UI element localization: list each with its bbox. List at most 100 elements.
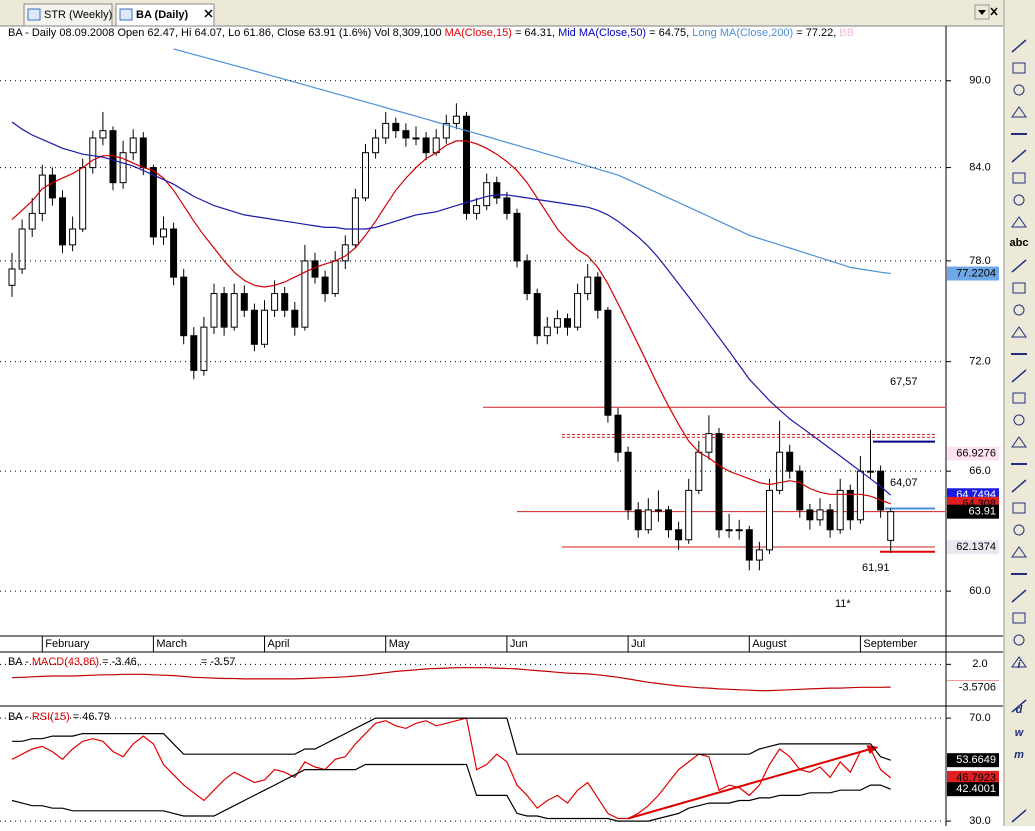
- candle-body: [463, 115, 470, 214]
- annotation: 11*: [835, 598, 851, 610]
- tool-icon[interactable]: [1011, 106, 1027, 118]
- candle-body: [513, 212, 521, 262]
- series-line: [11, 763, 891, 822]
- candle-body: [170, 228, 178, 278]
- toolbar-label[interactable]: abc: [1010, 237, 1029, 249]
- series-line: [11, 717, 892, 820]
- tool-icon[interactable]: [1011, 656, 1027, 668]
- toolbar-label[interactable]: w: [1015, 727, 1025, 739]
- y-tick-label: 90.0: [969, 75, 990, 87]
- candle-body: [149, 167, 157, 238]
- tool-icon[interactable]: [1012, 392, 1026, 404]
- header-part: BA -: [8, 656, 32, 668]
- tool-icon[interactable]: [1011, 369, 1027, 383]
- candle-body: [776, 451, 784, 491]
- header-part: MACD(43,86): [32, 656, 99, 668]
- tab-label: BA (Daily): [136, 9, 188, 21]
- trend-line: [627, 748, 871, 820]
- candle-body: [766, 489, 773, 551]
- candle-body: [281, 293, 289, 311]
- candle-body: [321, 276, 329, 295]
- header-part: MA(Close,15): [445, 27, 512, 39]
- value-box: [947, 266, 999, 281]
- tool-icon[interactable]: [1012, 62, 1026, 74]
- x-tick-label: February: [45, 638, 90, 650]
- candle-body: [351, 197, 359, 246]
- close-window-icon[interactable]: [990, 7, 998, 16]
- candle-body: [190, 335, 198, 371]
- candle-body: [574, 293, 582, 328]
- candle-body: [654, 509, 662, 512]
- candle-body: [38, 174, 46, 214]
- toolbar-label[interactable]: i: [1017, 659, 1021, 671]
- tool-icon[interactable]: [1013, 634, 1025, 646]
- value-box-label: 42.4001: [956, 783, 996, 795]
- tool-icon[interactable]: [1011, 216, 1027, 228]
- candle-body: [362, 152, 369, 199]
- y-tick-label: 2.0: [972, 658, 987, 670]
- panel-header: BA - RSI(15) = 46.79: [8, 711, 110, 723]
- value-box: [947, 753, 999, 768]
- header-part: RSI(15): [32, 711, 70, 723]
- series-line: [11, 667, 891, 692]
- tool-icon[interactable]: [1012, 172, 1026, 184]
- value-box-label: 77.2204: [956, 267, 996, 279]
- candle-body: [493, 182, 501, 199]
- candle-body: [523, 260, 531, 295]
- tool-icon[interactable]: [1011, 546, 1027, 558]
- tool-icon[interactable]: [1011, 149, 1027, 163]
- tool-icon[interactable]: [1011, 699, 1027, 713]
- value-box: [947, 446, 999, 461]
- tool-icon[interactable]: [1013, 304, 1025, 316]
- tool-icon[interactable]: [1012, 612, 1026, 624]
- tool-icon[interactable]: [1011, 39, 1027, 53]
- candle-body: [755, 549, 763, 561]
- tab-close-icon[interactable]: [204, 9, 213, 18]
- level-label: 67,57: [890, 376, 918, 388]
- value-box-label: 63.91: [968, 506, 996, 518]
- tool-icon[interactable]: [1012, 282, 1026, 294]
- tool-icon[interactable]: [1013, 84, 1025, 96]
- header-part: Long MA(Close,200): [692, 27, 793, 39]
- header-part: Mid MA(Close,50): [558, 27, 646, 39]
- candle-body: [604, 309, 612, 416]
- tool-icon[interactable]: [1013, 194, 1025, 206]
- tool-icon[interactable]: [1011, 259, 1027, 273]
- candle-body: [725, 529, 733, 532]
- tool-icon[interactable]: [1011, 326, 1027, 338]
- candle-body: [816, 509, 824, 521]
- tool-icon[interactable]: [1013, 524, 1025, 536]
- candle-body: [685, 489, 693, 541]
- tab-icon: [27, 8, 41, 21]
- tool-icon[interactable]: [1012, 502, 1026, 514]
- candle-body: [412, 137, 420, 140]
- header-part: BA -: [8, 711, 32, 723]
- tab[interactable]: [115, 3, 215, 27]
- tool-icon[interactable]: [1013, 414, 1025, 426]
- tab[interactable]: [23, 3, 113, 27]
- candle-body: [79, 167, 87, 230]
- toolbar-label[interactable]: m: [1014, 749, 1024, 761]
- candle-body: [796, 470, 804, 511]
- candle-body: [715, 433, 723, 531]
- candle-body: [28, 212, 36, 230]
- candle-body: [210, 293, 218, 328]
- candle-body: [452, 115, 460, 124]
- tool-icon[interactable]: [1011, 809, 1027, 823]
- header-part: = 77.22,: [793, 27, 839, 39]
- tool-icon[interactable]: [1011, 479, 1027, 493]
- toolbar-label[interactable]: d: [1016, 704, 1023, 716]
- candle-body: [382, 122, 390, 139]
- level-label: 64,07: [890, 477, 918, 489]
- tool-icon[interactable]: [1011, 589, 1027, 603]
- value-box-label: -3.5706: [959, 681, 996, 693]
- y-tick-label: 70.0: [969, 712, 990, 724]
- candle-body: [18, 228, 26, 270]
- y-tick-label: 60.0: [969, 585, 990, 597]
- panel-header: BA - MACD(43,86) = -3.46, = -3.57: [8, 656, 235, 668]
- candle-body: [59, 197, 66, 246]
- candle-body: [160, 228, 167, 238]
- candle-body: [402, 130, 410, 139]
- tool-icon[interactable]: [1011, 436, 1027, 448]
